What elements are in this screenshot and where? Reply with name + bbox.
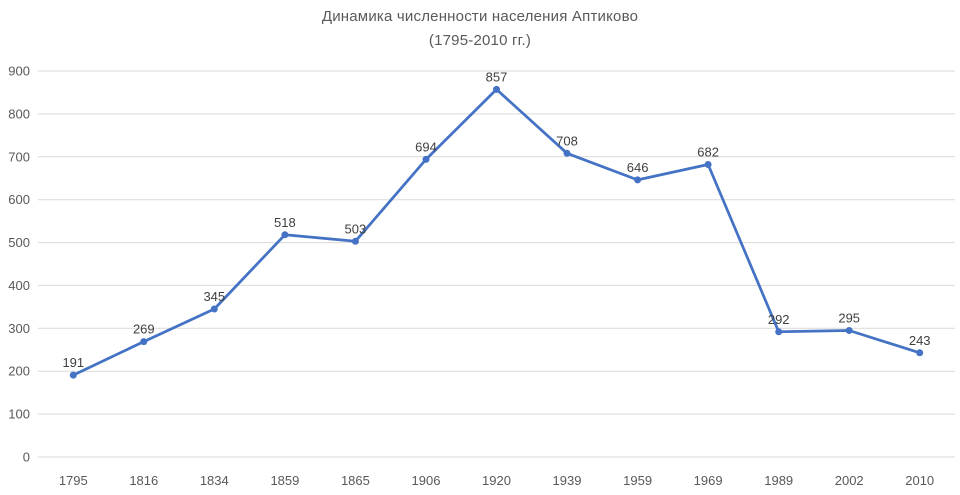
data-point-label: 646 [627, 160, 649, 175]
y-axis-tick-label: 200 [8, 364, 30, 379]
data-point-label: 503 [345, 221, 367, 236]
data-point-label: 292 [768, 312, 790, 327]
chart-title-line1: Динамика численности населения Аптиково [321, 8, 639, 25]
data-point-label: 191 [62, 355, 84, 370]
chart-title-line2: (1795-2010 гг.) [428, 32, 532, 49]
x-axis-category-label: 1939 [553, 473, 582, 488]
x-axis-category-label: 1816 [129, 473, 158, 488]
data-point-marker [704, 161, 712, 168]
data-point-marker [351, 237, 359, 245]
data-point-label: 269 [133, 322, 155, 337]
x-axis-category-label: 2002 [835, 473, 864, 488]
x-axis-category-label: 1834 [200, 473, 229, 488]
data-point-label: 243 [909, 333, 931, 348]
x-axis-category-label: 1865 [341, 473, 370, 488]
y-axis-tick-label: 100 [8, 407, 30, 422]
data-point-marker [493, 85, 500, 93]
data-point-label: 694 [415, 139, 437, 154]
y-axis-tick-label: 0 [23, 450, 30, 465]
y-axis-tick-label: 800 [8, 106, 30, 121]
x-axis-category-label: 2010 [905, 473, 934, 488]
x-axis-category-label: 1969 [694, 473, 723, 488]
data-point-marker [775, 328, 783, 336]
y-axis-tick-label: 500 [8, 235, 30, 250]
x-axis-category-label: 1859 [270, 473, 299, 488]
data-point-label: 345 [203, 289, 225, 304]
y-axis-tick-label: 900 [8, 64, 30, 79]
data-point-marker [845, 327, 853, 334]
x-axis-category-label: 1795 [59, 473, 88, 488]
y-axis-tick-label: 300 [8, 321, 30, 336]
data-point-marker [422, 155, 430, 163]
x-axis-category-label: 1989 [764, 473, 793, 488]
data-point-marker [634, 176, 642, 184]
chart-title: Динамика численности населения Аптиково … [0, 5, 960, 53]
y-axis-tick-label: 400 [8, 278, 30, 293]
series-line [71, 88, 922, 377]
data-point-marker [69, 371, 77, 379]
x-axis-category-label: 1920 [482, 473, 511, 488]
data-point-marker [140, 338, 148, 346]
x-axis-category-label: 1906 [412, 473, 441, 488]
data-point-label: 295 [838, 311, 860, 326]
data-point-label: 708 [556, 133, 578, 148]
data-point-label: 682 [697, 145, 719, 160]
data-point-marker [916, 349, 924, 357]
y-axis-tick-label: 700 [8, 149, 30, 164]
data-point-label: 857 [486, 69, 508, 84]
x-axis-category-label: 1959 [623, 473, 652, 488]
y-axis-tick-label: 600 [8, 192, 30, 207]
data-point-marker [210, 305, 218, 313]
data-point-label: 518 [274, 215, 296, 230]
data-point-marker [563, 149, 571, 157]
data-point-marker [281, 231, 289, 239]
